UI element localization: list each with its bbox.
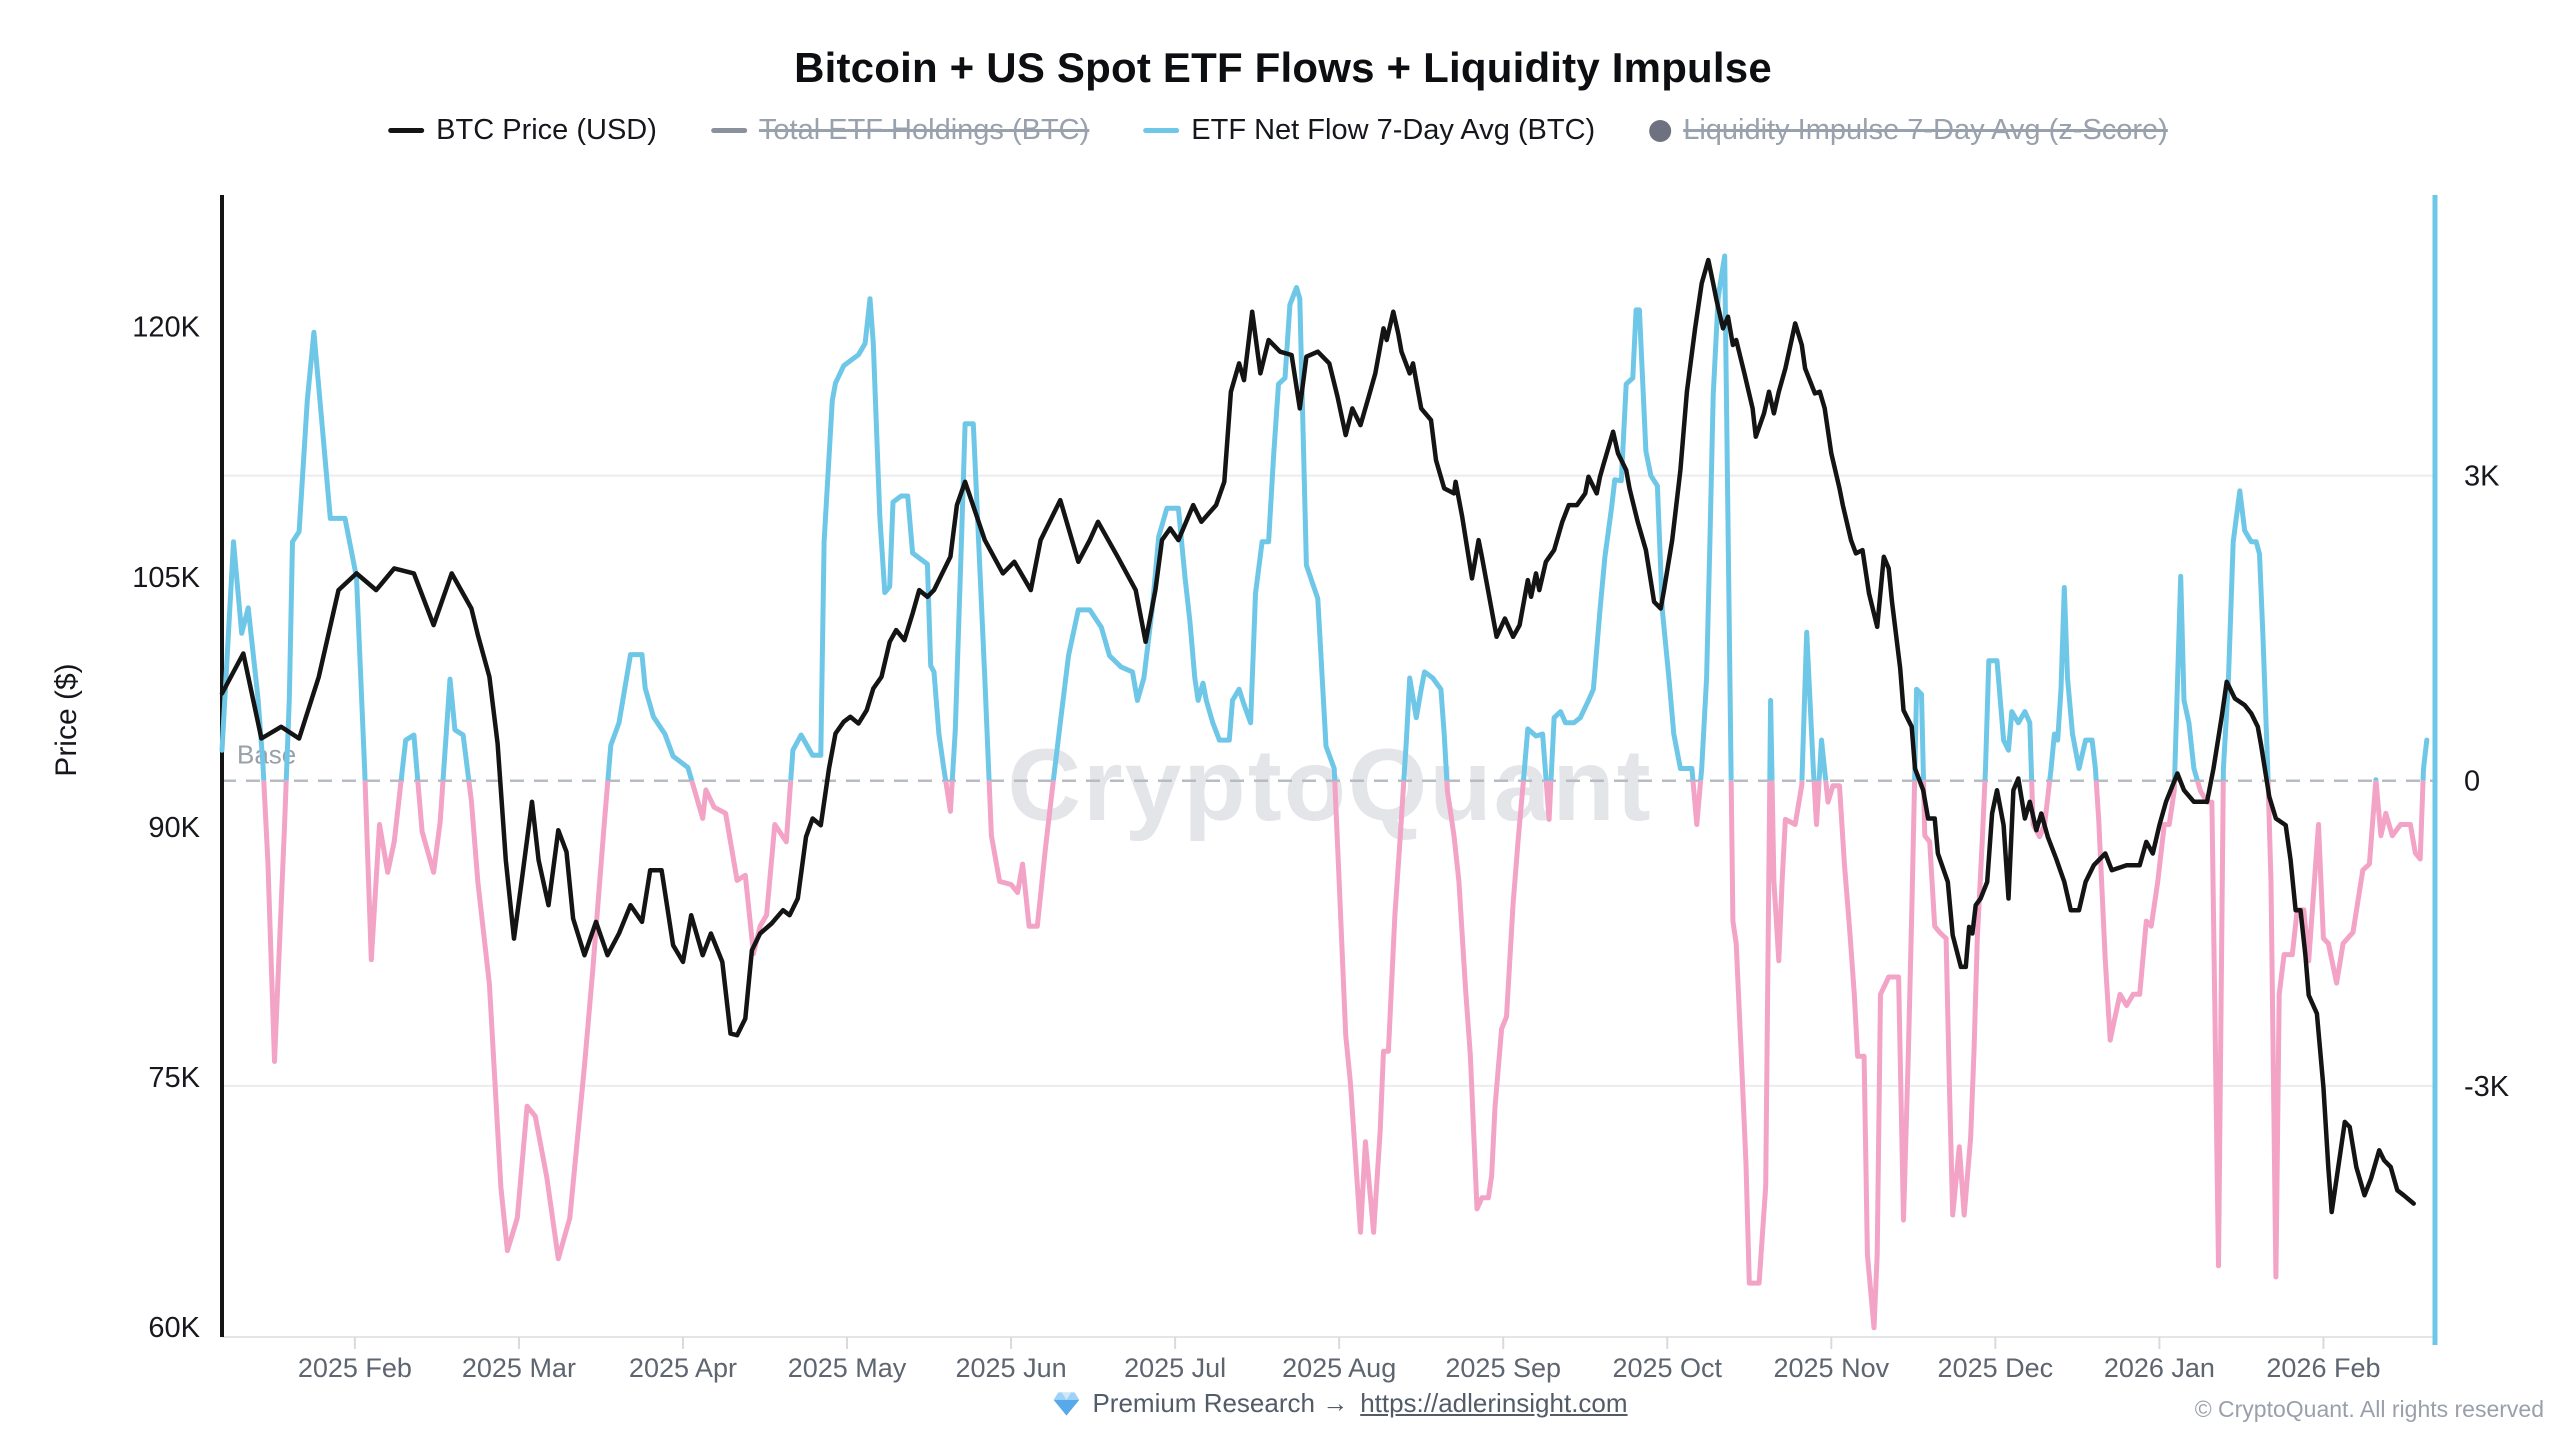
x-tick-label: 2026 Feb — [2266, 1353, 2380, 1383]
premium-research-text: Premium Research → — [1092, 1388, 1349, 1418]
copyright-notice: © CryptoQuant. All rights reserved — [2194, 1396, 2544, 1422]
premium-research-link[interactable]: https://adlerinsight.com — [1360, 1388, 1628, 1418]
legend-item-total-etf-holdings-btc[interactable]: Total ETF Holdings (BTC) — [710, 114, 1090, 147]
y-right-tick-label: 0 — [2464, 766, 2480, 798]
legend-line-marker-icon — [1143, 128, 1180, 133]
legend-line-marker-icon — [710, 128, 747, 133]
etf-net-flow-line-negative — [261, 780, 2426, 1331]
x-tick-label: 2025 Sep — [1445, 1353, 1561, 1383]
legend: BTC Price (USD) Total ETF Holdings (BTC) E… — [388, 114, 2168, 147]
legend-item-label: Liquidity Impulse 7-Day Avg (z-Score) — [1683, 114, 2168, 146]
legend-item-liquidity-impulse-7-day-avg-z-score[interactable]: Liquidity Impulse 7-Day Avg (z-Score) — [1649, 114, 2168, 147]
btc-price-line — [219, 257, 2416, 1215]
y-right-tick-label: 3K — [2464, 461, 2500, 493]
y-left-axis-title: Price ($) — [50, 663, 83, 776]
y-left-tick-label: 105K — [132, 562, 200, 594]
page-title: Bitcoin + US Spot ETF Flows + Liquidity … — [794, 44, 1772, 91]
legend-item-label: Total ETF Holdings (BTC) — [758, 114, 1090, 146]
y-left-tick-label: 75K — [148, 1062, 200, 1094]
x-tick-label: 2025 Jun — [956, 1353, 1067, 1383]
x-tick-label: 2025 Nov — [1774, 1353, 1890, 1383]
legend-item-label: ETF Net Flow 7-Day Avg (BTC) — [1191, 114, 1596, 146]
y-left-tick-label: 90K — [148, 812, 200, 844]
gem-icon — [1053, 1391, 1080, 1416]
y-left-tick-label: 120K — [132, 312, 200, 344]
x-tick-label: 2025 Dec — [1938, 1353, 2054, 1383]
footer-premium: Premium Research → https://adlerinsight.… — [1052, 1388, 1628, 1419]
x-tick-label: 2025 Oct — [1612, 1353, 1722, 1383]
legend-item-etf-net-flow-7-day-avg-btc[interactable]: ETF Net Flow 7-Day Avg (BTC) — [1143, 114, 1595, 147]
x-tick-label: 2026 Jan — [2104, 1353, 2215, 1383]
x-tick-label: 2025 Aug — [1282, 1353, 1396, 1383]
y-right-tick-label: -3K — [2464, 1071, 2510, 1103]
x-tick-label: 2025 Feb — [298, 1353, 412, 1383]
y-left-tick-label: 60K — [148, 1312, 200, 1344]
x-tick-label: 2025 Jul — [1124, 1353, 1226, 1383]
legend-item-btc-price-usd[interactable]: BTC Price (USD) — [388, 114, 657, 147]
x-tick-label: 2025 May — [788, 1353, 907, 1383]
x-tick-label: 2025 Apr — [629, 1353, 737, 1383]
legend-line-marker-icon — [388, 128, 425, 133]
cryptoquant-watermark: CryptoQuant — [1007, 728, 1652, 842]
x-tick-label: 2025 Mar — [462, 1353, 576, 1383]
etf-net-flow-line-positive — [219, 253, 2430, 781]
legend-circle-marker-icon — [1649, 119, 1672, 142]
legend-item-label: BTC Price (USD) — [436, 114, 657, 146]
